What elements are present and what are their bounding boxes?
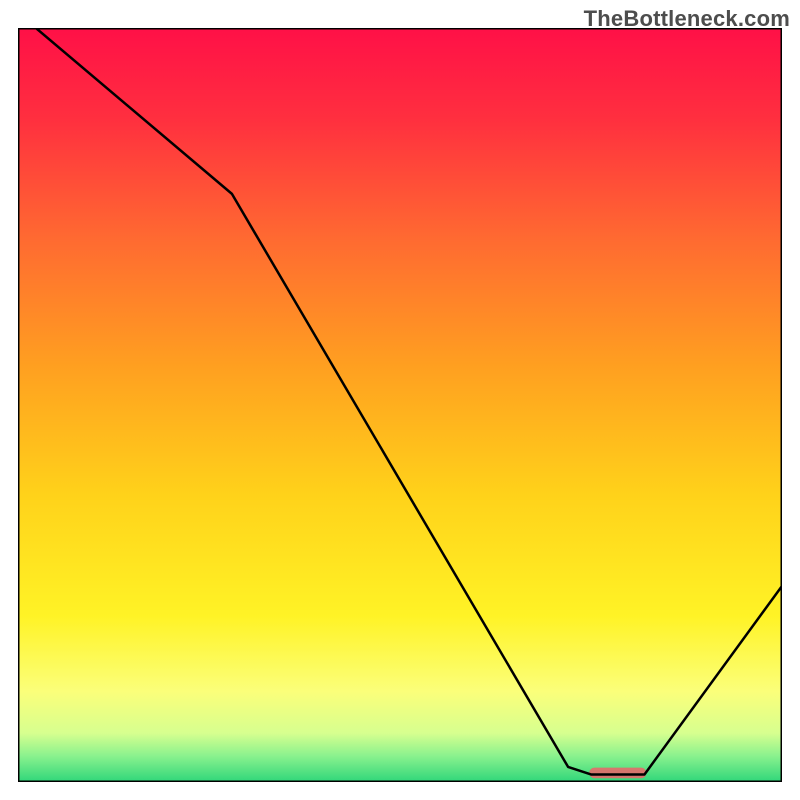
plot-area [18, 28, 782, 782]
optimal-range-marker [589, 768, 646, 779]
watermark-text: TheBottleneck.com [584, 6, 790, 32]
gradient-background [18, 28, 782, 782]
bottleneck-curve-chart [18, 28, 782, 782]
figure-canvas: TheBottleneck.com [0, 0, 800, 800]
